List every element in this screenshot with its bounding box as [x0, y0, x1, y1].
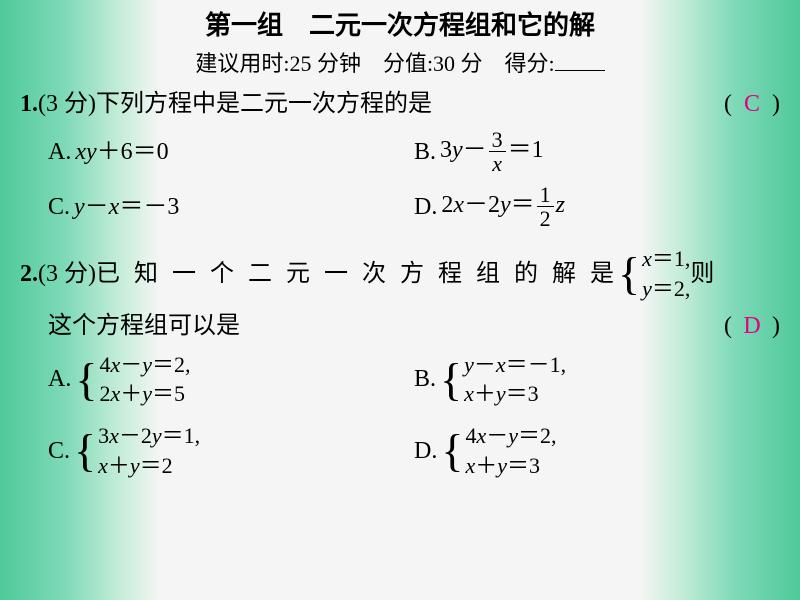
opt-expr: y－x＝－3	[74, 189, 179, 225]
q2-stem-row2: 这个方程组可以是 (D)	[20, 308, 780, 344]
option-system: { 4x－y＝2, x＋y＝3	[441, 421, 556, 480]
opt-label: A.	[48, 134, 71, 170]
sys-eq2: y＝2,	[642, 274, 690, 304]
fraction: 12	[537, 183, 554, 230]
q2-options: A. { 4x－y＝2, 2x＋y＝5 B. { y－x＝－1, x＋y＝3	[20, 350, 780, 493]
question-2: 2.(3 分)已 知 一 个 二 元 一 次 方 程 组 的 解 是 { x＝1…	[20, 244, 780, 492]
subtitle: 建议用时:25 分钟 分值:30 分 得分:	[20, 47, 780, 80]
sys-eq2: 2x＋y＝5	[99, 379, 190, 409]
fraction: 3x	[489, 128, 506, 175]
q2-answer: D	[732, 308, 772, 344]
opt-label: C.	[48, 189, 70, 225]
opt-label: C.	[48, 433, 70, 469]
sys-eq2: x＋y＝3	[464, 379, 566, 409]
q1-number: 1.	[20, 91, 38, 117]
q1-text: 下列方程中是二元一次方程的是	[96, 91, 432, 117]
opt-expr: xy＋6＝0	[75, 134, 168, 170]
q1-option-c: C. y－x＝－3	[48, 183, 414, 230]
sys-eq1: 3x－2y＝1,	[98, 421, 200, 451]
opt-label: D.	[414, 189, 437, 225]
brace-icon: {	[75, 359, 97, 400]
q2-option-a: A. { 4x－y＝2, 2x＋y＝5	[48, 350, 414, 409]
option-system: { 4x－y＝2, 2x＋y＝5	[75, 350, 190, 409]
q1-options: A. xy＋6＝0 B. 3y－3x＝1 C. y－x＝－3 D. 2x－2y＝…	[20, 128, 780, 238]
opt-label: D.	[414, 433, 437, 469]
brace-icon: {	[74, 430, 96, 471]
q1-option-a: A. xy＋6＝0	[48, 128, 414, 175]
sys-eq1: 4x－y＝2,	[99, 350, 190, 380]
brace-icon: {	[440, 359, 462, 400]
q1-answer-paren: (C)	[724, 86, 780, 122]
paren-right: )	[772, 91, 780, 117]
q2-answer-paren: (D)	[724, 308, 780, 344]
q2-text-after: 则	[690, 256, 714, 292]
paren-left: (	[724, 313, 732, 339]
q1-option-d: D. 2x－2y＝12z	[414, 183, 780, 230]
q2-solution-system: { x＝1, y＝2,	[618, 244, 690, 303]
sys-equations: 4x－y＝2, x＋y＝3	[465, 421, 556, 480]
q1-stem: 1.(3 分)下列方程中是二元一次方程的是 (C)	[20, 86, 780, 122]
sys-equations: y－x＝－1, x＋y＝3	[464, 350, 566, 409]
q2-points: (3 分)	[38, 256, 96, 292]
option-system: { y－x＝－1, x＋y＝3	[440, 350, 566, 409]
option-system: { 3x－2y＝1, x＋y＝2	[74, 421, 200, 480]
paren-right: )	[772, 313, 780, 339]
sys-eq2: x＋y＝2	[98, 451, 200, 481]
q2-option-c: C. { 3x－2y＝1, x＋y＝2	[48, 421, 414, 480]
q2-text1: 已 知 一 个 二 元 一 次 方 程 组 的 解 是	[96, 256, 618, 292]
q2-option-d: D. { 4x－y＝2, x＋y＝3	[414, 421, 780, 480]
q2-text2: 这个方程组可以是	[48, 313, 240, 339]
sys-eq2: x＋y＝3	[465, 451, 556, 481]
q2-stem-row1: 2.(3 分)已 知 一 个 二 元 一 次 方 程 组 的 解 是 { x＝1…	[20, 244, 780, 303]
score-blank	[555, 70, 605, 71]
opt-expr: 3y－3x＝1	[440, 128, 544, 175]
opt-label: A.	[48, 361, 71, 397]
brace-icon: {	[618, 253, 640, 294]
sys-eq1: y－x＝－1,	[464, 350, 566, 380]
opt-label: B.	[414, 361, 436, 397]
q2-number: 2.	[20, 256, 38, 292]
sys-equations: x＝1, y＝2,	[642, 244, 690, 303]
page-title: 第一组 二元一次方程组和它的解	[20, 6, 780, 45]
paren-left: (	[724, 91, 732, 117]
sys-equations: 4x－y＝2, 2x＋y＝5	[99, 350, 190, 409]
q1-points: (3 分)	[38, 91, 96, 117]
sys-eq1: x＝1,	[642, 244, 690, 274]
q1-answer: C	[732, 86, 772, 122]
brace-icon: {	[441, 430, 463, 471]
sys-eq1: 4x－y＝2,	[465, 421, 556, 451]
worksheet-page: 第一组 二元一次方程组和它的解 建议用时:25 分钟 分值:30 分 得分: 1…	[0, 0, 800, 493]
opt-expr: 2x－2y＝12z	[441, 183, 565, 230]
subtitle-text: 建议用时:25 分钟 分值:30 分 得分:	[195, 51, 554, 76]
opt-label: B.	[414, 134, 436, 170]
q2-option-b: B. { y－x＝－1, x＋y＝3	[414, 350, 780, 409]
sys-equations: 3x－2y＝1, x＋y＝2	[98, 421, 200, 480]
question-1: 1.(3 分)下列方程中是二元一次方程的是 (C) A. xy＋6＝0 B. 3…	[20, 86, 780, 238]
q1-option-b: B. 3y－3x＝1	[414, 128, 780, 175]
